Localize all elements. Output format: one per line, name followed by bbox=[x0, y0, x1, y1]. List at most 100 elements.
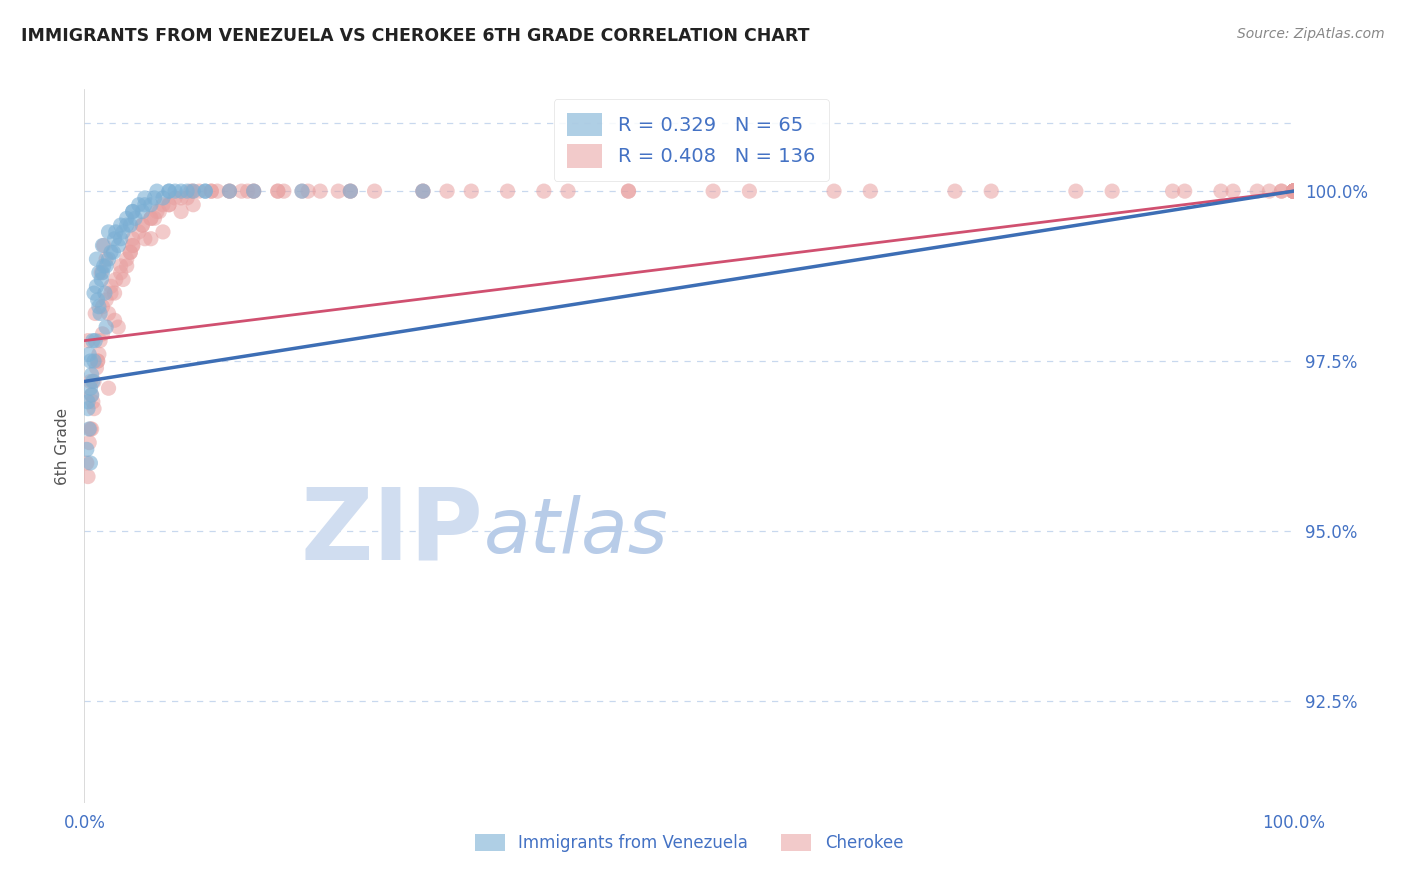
Point bbox=[1270, 184, 1292, 198]
Point bbox=[120, 245, 142, 260]
Point bbox=[94, 320, 117, 334]
Point bbox=[1282, 184, 1305, 198]
Point bbox=[231, 184, 253, 198]
Point bbox=[1282, 184, 1305, 198]
Point bbox=[1282, 184, 1305, 198]
Point bbox=[94, 293, 117, 307]
Point bbox=[291, 184, 314, 198]
Point bbox=[1222, 184, 1244, 198]
Point bbox=[1282, 184, 1305, 198]
Point bbox=[143, 211, 166, 226]
Point bbox=[1209, 184, 1232, 198]
Point bbox=[86, 252, 108, 266]
Point bbox=[176, 184, 198, 198]
Point bbox=[1174, 184, 1197, 198]
Point bbox=[157, 184, 180, 198]
Point bbox=[143, 191, 166, 205]
Point bbox=[121, 238, 143, 252]
Point bbox=[100, 286, 122, 301]
Text: IMMIGRANTS FROM VENEZUELA VS CHEROKEE 6TH GRADE CORRELATION CHART: IMMIGRANTS FROM VENEZUELA VS CHEROKEE 6T… bbox=[21, 27, 810, 45]
Point bbox=[104, 286, 127, 301]
Point bbox=[194, 184, 217, 198]
Point bbox=[77, 422, 100, 436]
Text: ZIP: ZIP bbox=[301, 483, 484, 580]
Point bbox=[170, 184, 193, 198]
Point bbox=[1282, 184, 1305, 198]
Point bbox=[943, 184, 966, 198]
Point bbox=[79, 375, 101, 389]
Point bbox=[110, 266, 132, 280]
Point bbox=[104, 313, 127, 327]
Point bbox=[188, 184, 211, 198]
Point bbox=[170, 204, 193, 219]
Point bbox=[1282, 184, 1305, 198]
Point bbox=[110, 259, 132, 273]
Point bbox=[139, 198, 162, 212]
Point bbox=[218, 184, 240, 198]
Point bbox=[339, 184, 361, 198]
Point bbox=[1064, 184, 1087, 198]
Point bbox=[236, 184, 259, 198]
Point bbox=[94, 259, 117, 273]
Point bbox=[1282, 184, 1305, 198]
Point bbox=[1282, 184, 1305, 198]
Point bbox=[152, 225, 174, 239]
Point bbox=[110, 218, 132, 232]
Point bbox=[152, 198, 174, 212]
Point bbox=[134, 191, 156, 205]
Point bbox=[120, 245, 142, 260]
Point bbox=[121, 232, 143, 246]
Point bbox=[1282, 184, 1305, 198]
Point bbox=[82, 375, 104, 389]
Point bbox=[121, 204, 143, 219]
Point bbox=[87, 300, 110, 314]
Point bbox=[104, 272, 127, 286]
Point bbox=[1282, 184, 1305, 198]
Point bbox=[412, 184, 434, 198]
Point bbox=[1282, 184, 1305, 198]
Point bbox=[436, 184, 458, 198]
Point bbox=[94, 286, 117, 301]
Point bbox=[79, 381, 101, 395]
Point bbox=[79, 354, 101, 368]
Point bbox=[460, 184, 482, 198]
Point bbox=[89, 334, 111, 348]
Point bbox=[242, 184, 264, 198]
Point bbox=[1282, 184, 1305, 198]
Point bbox=[107, 238, 129, 252]
Point bbox=[77, 334, 100, 348]
Point bbox=[107, 320, 129, 334]
Point bbox=[557, 184, 579, 198]
Point bbox=[496, 184, 519, 198]
Point bbox=[80, 422, 103, 436]
Point bbox=[89, 306, 111, 320]
Legend: Immigrants from Venezuela, Cherokee: Immigrants from Venezuela, Cherokee bbox=[468, 827, 910, 859]
Point bbox=[533, 184, 555, 198]
Point bbox=[148, 204, 170, 219]
Point bbox=[1282, 184, 1305, 198]
Point bbox=[139, 211, 162, 226]
Point bbox=[1258, 184, 1281, 198]
Point bbox=[115, 252, 138, 266]
Point bbox=[859, 184, 882, 198]
Point bbox=[115, 211, 138, 226]
Point bbox=[104, 225, 127, 239]
Point bbox=[83, 354, 105, 368]
Point bbox=[77, 435, 100, 450]
Point bbox=[1161, 184, 1184, 198]
Point bbox=[242, 184, 264, 198]
Point bbox=[1282, 184, 1305, 198]
Point bbox=[134, 232, 156, 246]
Point bbox=[1282, 184, 1305, 198]
Point bbox=[91, 326, 114, 341]
Point bbox=[181, 184, 204, 198]
Point bbox=[87, 347, 110, 361]
Point bbox=[412, 184, 434, 198]
Point bbox=[100, 245, 122, 260]
Point bbox=[80, 388, 103, 402]
Point bbox=[97, 306, 120, 320]
Point bbox=[146, 204, 169, 219]
Point bbox=[79, 456, 101, 470]
Point bbox=[139, 211, 162, 226]
Point bbox=[84, 306, 107, 320]
